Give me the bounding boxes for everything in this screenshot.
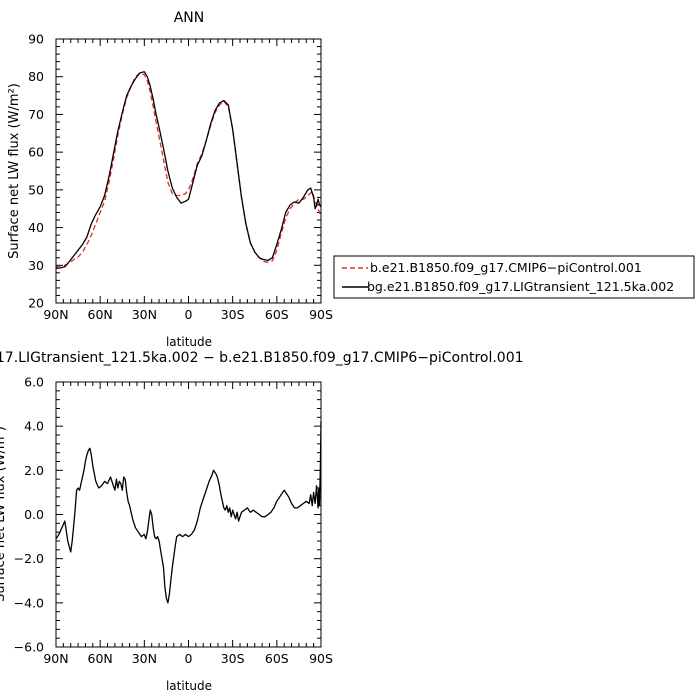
bottom-x-tick-label: 30N xyxy=(132,651,157,666)
top-y-tick-label: 90 xyxy=(28,32,44,47)
top-y-tick-label: 30 xyxy=(28,258,44,273)
top-x-tick-label: 60S xyxy=(265,307,289,322)
top-x-tick-label: 30S xyxy=(221,307,245,322)
bottom-y-tick-label: −2.0 xyxy=(14,551,44,566)
top-y-tick-label: 80 xyxy=(28,69,44,84)
top-ticks xyxy=(55,38,322,304)
top-x-axis-label: latitude xyxy=(166,335,212,349)
bottom-y-tick-label: −4.0 xyxy=(14,595,44,610)
top-y-axis-label: Surface net LW flux (W/m²) xyxy=(7,83,22,259)
bottom-plot-frame xyxy=(55,381,322,648)
top-y-tick-label: 40 xyxy=(28,220,44,235)
top-panel: ANN Surface net LW flux (W/m²) 90N 60N 30N… xyxy=(7,10,333,349)
top-title: ANN xyxy=(174,10,205,26)
top-y-tick-label: 20 xyxy=(28,296,44,311)
bottom-x-axis-label: latitude xyxy=(166,679,212,693)
legend-label-ligtransient: bg.e21.B1850.f09_g17.LIGtransient_121.5k… xyxy=(367,279,674,294)
top-series-line-1 xyxy=(55,71,322,269)
top-y-tick-labels: 20 30 40 50 60 70 80 90 xyxy=(28,32,44,311)
bottom-y-tick-label: −6.0 xyxy=(14,640,44,655)
legend: b.e21.B1850.f09_g17.CMIP6−piControl.001 … xyxy=(333,255,695,299)
top-x-tick-label: 30N xyxy=(132,307,157,322)
top-series-line-0 xyxy=(55,72,322,268)
bottom-x-tick-label: 60S xyxy=(265,651,289,666)
top-x-tick-label: 0 xyxy=(185,307,193,322)
bottom-y-tick-label: 4.0 xyxy=(24,419,44,434)
top-series xyxy=(55,71,322,269)
bottom-y-tick-label: 2.0 xyxy=(24,463,44,478)
bottom-x-tick-label: 0 xyxy=(185,651,193,666)
top-x-tick-label: 90N xyxy=(43,307,68,322)
bottom-ticks xyxy=(55,381,322,648)
top-y-tick-label: 70 xyxy=(28,107,44,122)
bottom-y-axis-label: Surface net LW flux (W/m²) xyxy=(0,426,8,602)
top-x-tick-label: 60N xyxy=(88,307,113,322)
bottom-x-tick-label: 30S xyxy=(221,651,245,666)
bottom-y-tick-label: 0.0 xyxy=(24,507,44,522)
bottom-x-tick-label: 90S xyxy=(309,651,333,666)
bottom-series xyxy=(55,421,322,604)
bottom-y-tick-labels: −6.0 −4.0 −2.0 0.0 2.0 4.0 6.0 xyxy=(14,375,44,655)
bottom-x-tick-label: 90N xyxy=(43,651,68,666)
bottom-x-tick-labels: 90N 60N 30N 0 30S 60S 90S xyxy=(43,651,333,666)
top-y-tick-label: 60 xyxy=(28,145,44,160)
bottom-x-tick-label: 60N xyxy=(88,651,113,666)
top-x-tick-label: 90S xyxy=(309,307,333,322)
bottom-y-tick-label: 6.0 xyxy=(24,375,44,390)
legend-label-picontrol: b.e21.B1850.f09_g17.CMIP6−piControl.001 xyxy=(370,260,642,275)
bottom-panel: bg.e21.B1850.f09_g17.LIGtransient_121.5k… xyxy=(0,350,524,693)
top-y-tick-label: 50 xyxy=(28,182,44,197)
bottom-title: bg.e21.B1850.f09_g17.LIGtransient_121.5k… xyxy=(0,350,524,366)
bottom-series-line-0 xyxy=(55,421,322,604)
legend-box xyxy=(333,255,695,299)
top-x-tick-labels: 90N 60N 30N 0 30S 60S 90S xyxy=(43,307,333,322)
top-plot-frame xyxy=(55,38,322,304)
